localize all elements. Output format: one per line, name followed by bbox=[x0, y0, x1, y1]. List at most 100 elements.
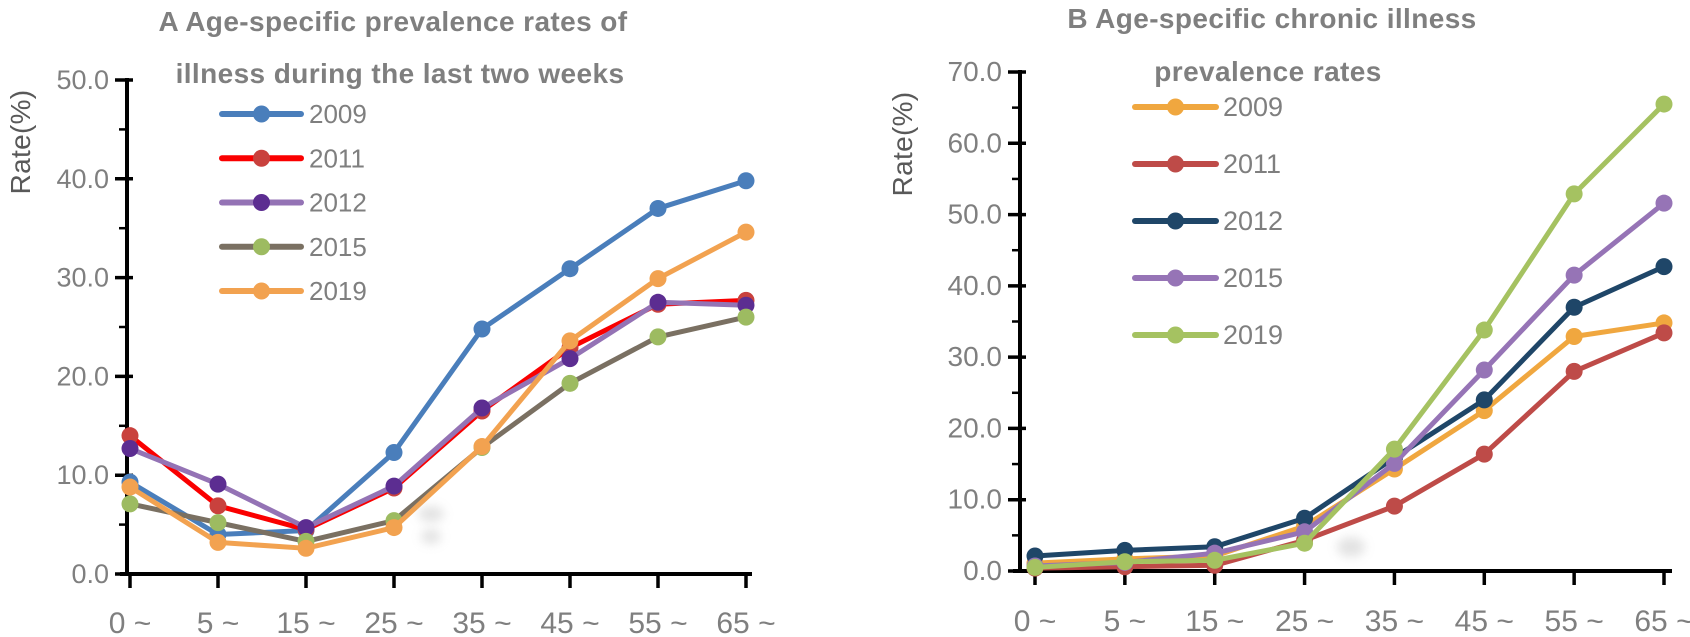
y-tick-label: 60.0 bbox=[948, 127, 1003, 158]
series-marker-2015-0 bbox=[121, 495, 139, 513]
series-marker-2012-5 bbox=[561, 350, 579, 368]
x-tick-label: 55 ~ bbox=[628, 607, 687, 637]
x-tick-label: 25 ~ bbox=[1275, 605, 1334, 637]
y-tick-label: 0.0 bbox=[963, 555, 1002, 586]
series-marker-2009-6 bbox=[1565, 327, 1583, 345]
x-tick-label: 15 ~ bbox=[276, 607, 335, 637]
x-tick-label: 45 ~ bbox=[540, 607, 599, 637]
series-marker-2019-2 bbox=[297, 539, 315, 557]
series-marker-2015-7 bbox=[1655, 194, 1673, 212]
series-marker-2019-3 bbox=[1296, 534, 1314, 552]
series-marker-2015-4 bbox=[1385, 454, 1403, 472]
series-marker-2019-0 bbox=[1026, 558, 1044, 576]
blur-artifact bbox=[418, 506, 444, 522]
legend-label-2012: 2012 bbox=[309, 188, 367, 218]
legend-label-2019: 2019 bbox=[309, 276, 367, 306]
legend-label-2019: 2019 bbox=[1223, 320, 1283, 350]
x-tick-label: 5 ~ bbox=[197, 607, 240, 637]
series-marker-2009-6 bbox=[649, 199, 667, 217]
y-tick-label: 70.0 bbox=[948, 56, 1003, 87]
series-marker-2012-7 bbox=[737, 296, 755, 314]
series-marker-2015-5 bbox=[561, 374, 579, 392]
x-tick-label: 35 ~ bbox=[452, 607, 511, 637]
series-marker-2019-7 bbox=[737, 223, 755, 241]
blur-artifact bbox=[421, 529, 441, 544]
series-marker-2015-6 bbox=[1565, 266, 1583, 284]
series-marker-2019-4 bbox=[473, 438, 491, 456]
series-line-2019 bbox=[127, 229, 749, 551]
x-tick-label: 55 ~ bbox=[1545, 605, 1604, 637]
series-marker-2011-1 bbox=[209, 497, 227, 515]
x-tick-label: 5 ~ bbox=[1104, 605, 1147, 637]
series-line-2012 bbox=[127, 299, 749, 531]
x-tick-label: 25 ~ bbox=[364, 607, 423, 637]
series-marker-2019-5 bbox=[561, 332, 579, 350]
series-marker-2011-5 bbox=[1475, 445, 1493, 463]
legend-marker-2009 bbox=[1167, 98, 1184, 116]
series-marker-2019-0 bbox=[121, 478, 139, 496]
y-tick-label: 10.0 bbox=[56, 460, 109, 490]
series-marker-2019-7 bbox=[1655, 95, 1673, 113]
legend-label-2009: 2009 bbox=[1223, 92, 1283, 122]
y-tick-label: 30.0 bbox=[56, 263, 109, 293]
series-marker-2019-1 bbox=[1116, 553, 1134, 571]
series-line-2011 bbox=[1032, 330, 1667, 571]
series-marker-2019-1 bbox=[209, 533, 227, 551]
legend-label-2011: 2011 bbox=[309, 143, 365, 173]
x-tick-label: 0 ~ bbox=[109, 607, 152, 637]
series-marker-2012-2 bbox=[297, 519, 315, 537]
series-marker-2015-7 bbox=[737, 308, 755, 326]
series-marker-2019-6 bbox=[1565, 185, 1583, 203]
series-marker-2012-3 bbox=[385, 477, 403, 495]
series-line-2009 bbox=[127, 178, 749, 537]
legend-marker-2019 bbox=[1167, 326, 1184, 344]
panel-b-title-line2: prevalence rates bbox=[1154, 56, 1381, 87]
panel-a-title-line1: A Age-specific prevalence rates of bbox=[158, 6, 627, 37]
y-tick-label: 40.0 bbox=[56, 164, 109, 194]
series-marker-2009-3 bbox=[385, 443, 403, 461]
panel-a-y-axis-label: Rate(%) bbox=[5, 90, 36, 195]
series-marker-2015-6 bbox=[649, 328, 667, 346]
x-tick-label: 65 ~ bbox=[1634, 605, 1690, 637]
series-line-2015 bbox=[1032, 200, 1667, 569]
series-marker-2019-5 bbox=[1475, 321, 1493, 339]
legend-marker-2009 bbox=[253, 105, 270, 123]
series-marker-2009-4 bbox=[473, 320, 491, 338]
series-marker-2015-5 bbox=[1475, 361, 1493, 379]
legend-label-2012: 2012 bbox=[1223, 206, 1283, 236]
series-marker-2012-6 bbox=[1565, 298, 1583, 316]
series-marker-2012-3 bbox=[1296, 509, 1314, 527]
y-tick-label: 50.0 bbox=[948, 199, 1003, 230]
series-marker-2009-7 bbox=[737, 172, 755, 190]
series-marker-2015-1 bbox=[209, 514, 227, 532]
series-line-2019 bbox=[1032, 101, 1667, 570]
x-tick-label: 15 ~ bbox=[1185, 605, 1244, 637]
series-marker-2019-3 bbox=[385, 519, 403, 537]
panel-b-plot: 0.0 10.0 20.0 30.0 40.0 50.0 60.0 70.0 0 ~ 5 ~ 15 … bbox=[948, 56, 1690, 637]
x-tick-label: 65 ~ bbox=[716, 607, 775, 637]
legend-marker-2012 bbox=[1167, 212, 1184, 230]
series-marker-2011-0 bbox=[121, 427, 139, 445]
legend-marker-2012 bbox=[253, 194, 270, 211]
series-line-2009 bbox=[1032, 320, 1667, 566]
series-marker-2019-6 bbox=[649, 270, 667, 288]
series-marker-2019-4 bbox=[1385, 440, 1403, 458]
legend-marker-2015 bbox=[1167, 269, 1184, 287]
legend-label-2015: 2015 bbox=[309, 232, 367, 262]
legend-label-2009: 2009 bbox=[309, 99, 367, 129]
x-tick-label: 35 ~ bbox=[1365, 605, 1424, 637]
legend-marker-2011 bbox=[253, 149, 270, 167]
series-line-2012 bbox=[1032, 264, 1667, 559]
legend-marker-2015 bbox=[253, 238, 270, 256]
legend-label-2011: 2011 bbox=[1223, 149, 1281, 179]
panel-b-y-axis-label: Rate(%) bbox=[887, 92, 918, 197]
legend-marker-2019 bbox=[253, 282, 270, 300]
legend-label-2015: 2015 bbox=[1223, 263, 1283, 293]
panel-a-plot: 0.0 10.0 20.0 30.0 40.0 50.0 0 ~ 5 ~ 15 ~ 25 ~ 35 … bbox=[56, 65, 775, 637]
blur-artifact bbox=[1337, 537, 1365, 557]
series-marker-2012-5 bbox=[1475, 391, 1493, 409]
series-marker-2012-7 bbox=[1655, 258, 1673, 276]
x-tick-label: 0 ~ bbox=[1014, 605, 1057, 637]
